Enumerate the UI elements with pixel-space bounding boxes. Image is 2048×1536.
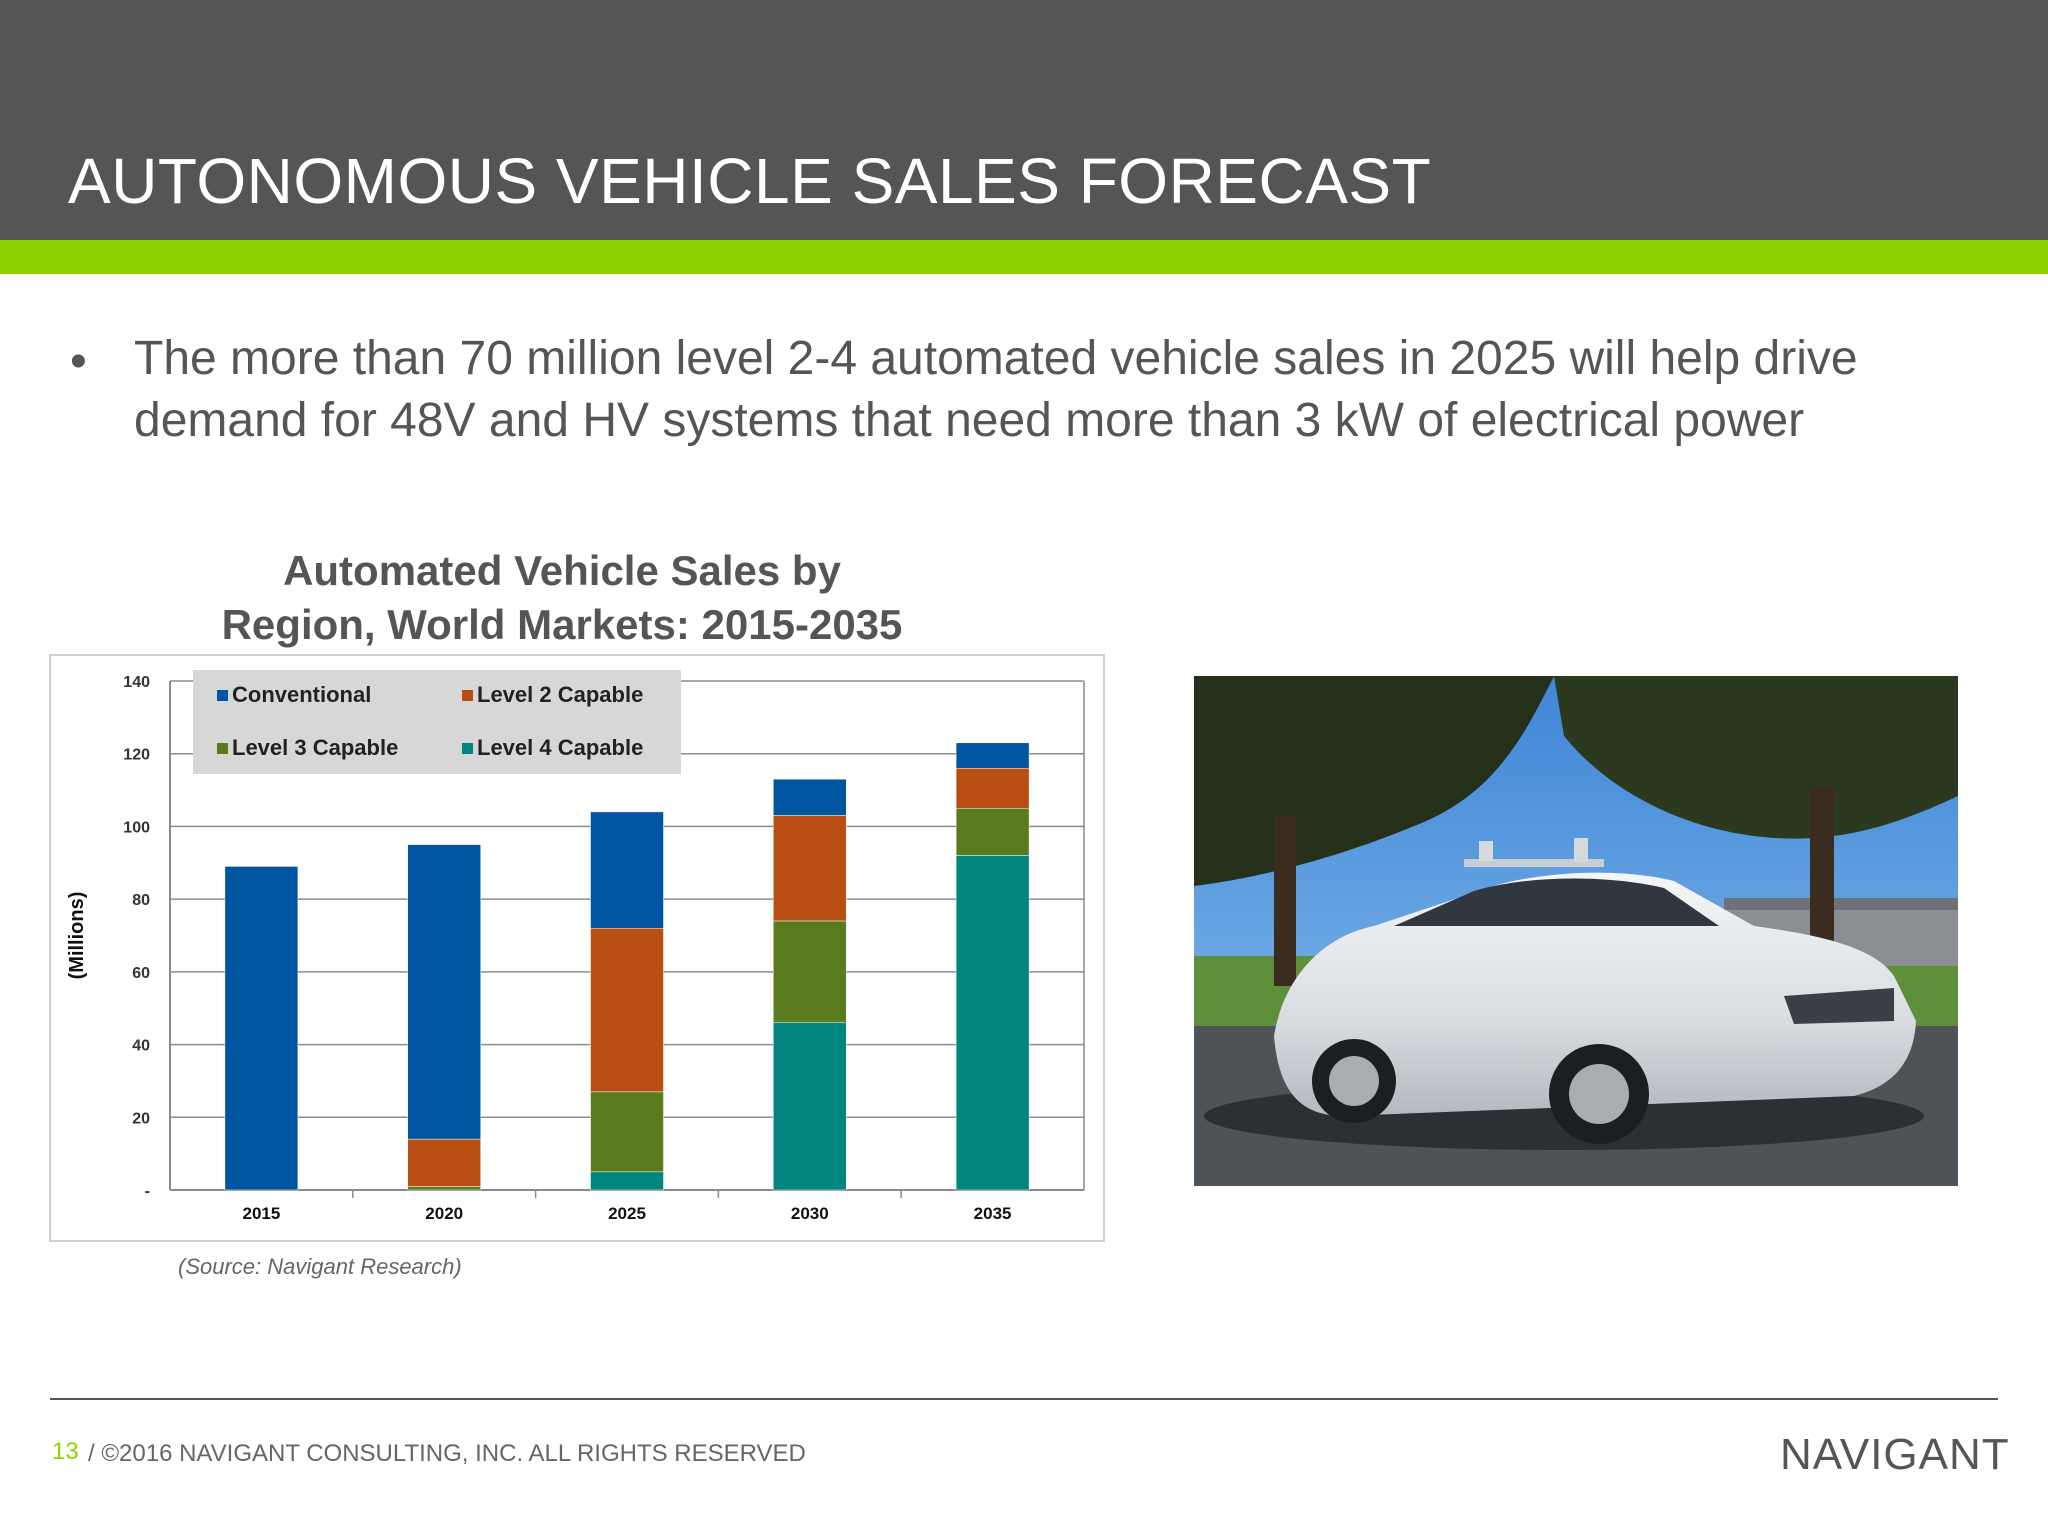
bar-segment — [590, 811, 664, 929]
legend-swatch — [217, 743, 228, 754]
legend-label: Level 2 Capable — [477, 682, 643, 707]
chart-title-line2: Region, World Markets: 2015-2035 — [221, 601, 903, 648]
bar-segment — [773, 815, 847, 922]
bar-segment — [590, 927, 664, 1093]
bar-segment — [407, 1138, 481, 1187]
y-tick-label: 80 — [132, 892, 150, 909]
chart-title-line1: Automated Vehicle Sales by — [283, 547, 841, 594]
legend-label: Level 4 Capable — [477, 735, 643, 760]
stacked-bar-chart: - 20 40 60 80 100 120 140 (Millions) 2015 2020 2025… — [66, 670, 1085, 1223]
bullet-text: The more than 70 million level 2-4 autom… — [134, 332, 1858, 447]
legend-swatch — [462, 743, 473, 754]
bar-segment — [773, 778, 847, 816]
x-tick-label: 2035 — [974, 1204, 1012, 1223]
bar-segment — [590, 1171, 664, 1191]
bar-segment — [407, 844, 481, 1140]
bar-segment — [773, 920, 847, 1024]
legend-swatch — [217, 690, 228, 701]
accent-bar — [0, 240, 2048, 274]
y-tick-label: - — [145, 1183, 150, 1200]
autonomous-car-photo — [1194, 676, 1958, 1186]
slide-title: AUTONOMOUS VEHICLE SALES FORECAST — [68, 145, 1432, 217]
y-tick-label: 60 — [132, 965, 150, 982]
bar-segment — [590, 1091, 664, 1173]
navigant-logo: NAVIGANT — [1780, 1430, 2010, 1479]
y-tick-label: 120 — [123, 747, 150, 764]
bar-segment — [224, 866, 299, 1191]
bar-segment — [955, 808, 1030, 856]
x-tick-label: 2025 — [608, 1204, 646, 1223]
bar-segment — [773, 1022, 847, 1191]
y-tick-label: 140 — [123, 674, 150, 691]
y-tick-label: 40 — [132, 1038, 150, 1055]
y-axis-label: (Millions) — [66, 892, 88, 980]
bar-segment — [407, 1186, 481, 1191]
x-tick-label: 2020 — [425, 1204, 463, 1223]
bar-segment — [955, 742, 1030, 769]
legend-label: Conventional — [232, 682, 371, 707]
bar-segment — [955, 855, 1030, 1191]
page-number: 13 — [52, 1438, 79, 1465]
x-tick-label: 2015 — [242, 1204, 280, 1223]
legend-label: Level 3 Capable — [232, 735, 398, 760]
legend-box — [193, 670, 681, 774]
slide-header: AUTONOMOUS VEHICLE SALES FORECAST — [0, 0, 2048, 240]
footer-divider — [50, 1398, 1998, 1400]
chart-frame: - 20 40 60 80 100 120 140 (Millions) 2015 2020 2025… — [49, 654, 1105, 1242]
x-tick-label: 2030 — [791, 1204, 829, 1223]
y-tick-label: 20 — [132, 1110, 150, 1127]
chart-source: (Source: Navigant Research) — [178, 1254, 462, 1279]
bullet-marker: • — [70, 335, 87, 388]
y-tick-label: 100 — [123, 819, 150, 836]
chart-title: Automated Vehicle Sales by Region, World… — [150, 544, 974, 652]
legend-swatch — [462, 690, 473, 701]
footer-copyright: / ©2016 NAVIGANT CONSULTING, INC. ALL RI… — [88, 1440, 806, 1467]
bar-segment — [955, 768, 1030, 809]
